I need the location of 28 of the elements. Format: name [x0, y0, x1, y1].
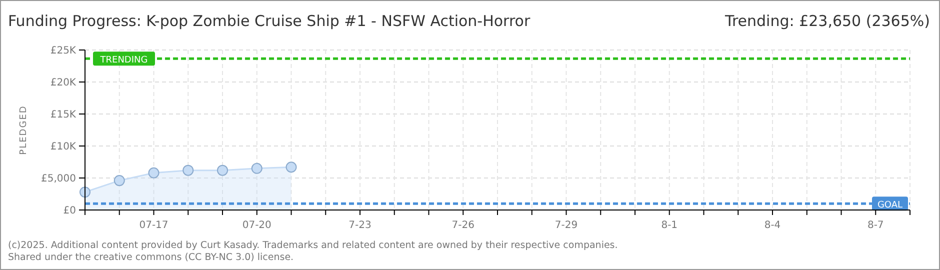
point: [80, 186, 90, 198]
y-tick-label: £5,000: [41, 174, 76, 184]
y-tick-label: £25K: [50, 46, 76, 56]
text: (c)2025. Additional content provided by Curt Kasady. Trademarks and related content are owned by their respective companies.: [8, 240, 618, 251]
ref-line-label: TRENDING: [99, 56, 148, 66]
x-tick-label: 7-29: [554, 220, 578, 231]
x-tick-label: 7-23: [348, 220, 372, 231]
point: [217, 164, 228, 176]
x-tick-label: 07-20: [242, 220, 272, 231]
text: Shared under the creative commons (CC BY-NC 3.0) license.: [8, 252, 294, 263]
x-tick-label: 7-26: [452, 220, 474, 231]
point: [148, 167, 160, 178]
y-tick-label: £15K: [50, 110, 76, 120]
y-tick-label: £10K: [50, 142, 76, 152]
x-tick-label: 8-1: [661, 220, 678, 231]
y-tick-label: £0: [63, 206, 76, 216]
x-tick-label: 8-4: [764, 220, 781, 231]
y-axis-title: PLEDGED: [19, 105, 29, 155]
chart-subtitle: Trending: £23,650 (2365%): [724, 12, 930, 30]
x-tick-label: 8-7: [867, 220, 884, 231]
point: [182, 164, 194, 176]
ref-line-label: GOAL: [877, 200, 903, 211]
point: [251, 162, 262, 174]
chart-title: Funding Progress: K-pop Zombie Cruise Ship #1 - NSFW Action-Horror: [8, 12, 531, 30]
x-tick-label: 07-17: [139, 220, 168, 231]
y-tick-label: £20K: [50, 78, 76, 88]
point: [114, 175, 125, 186]
point: [286, 162, 297, 173]
